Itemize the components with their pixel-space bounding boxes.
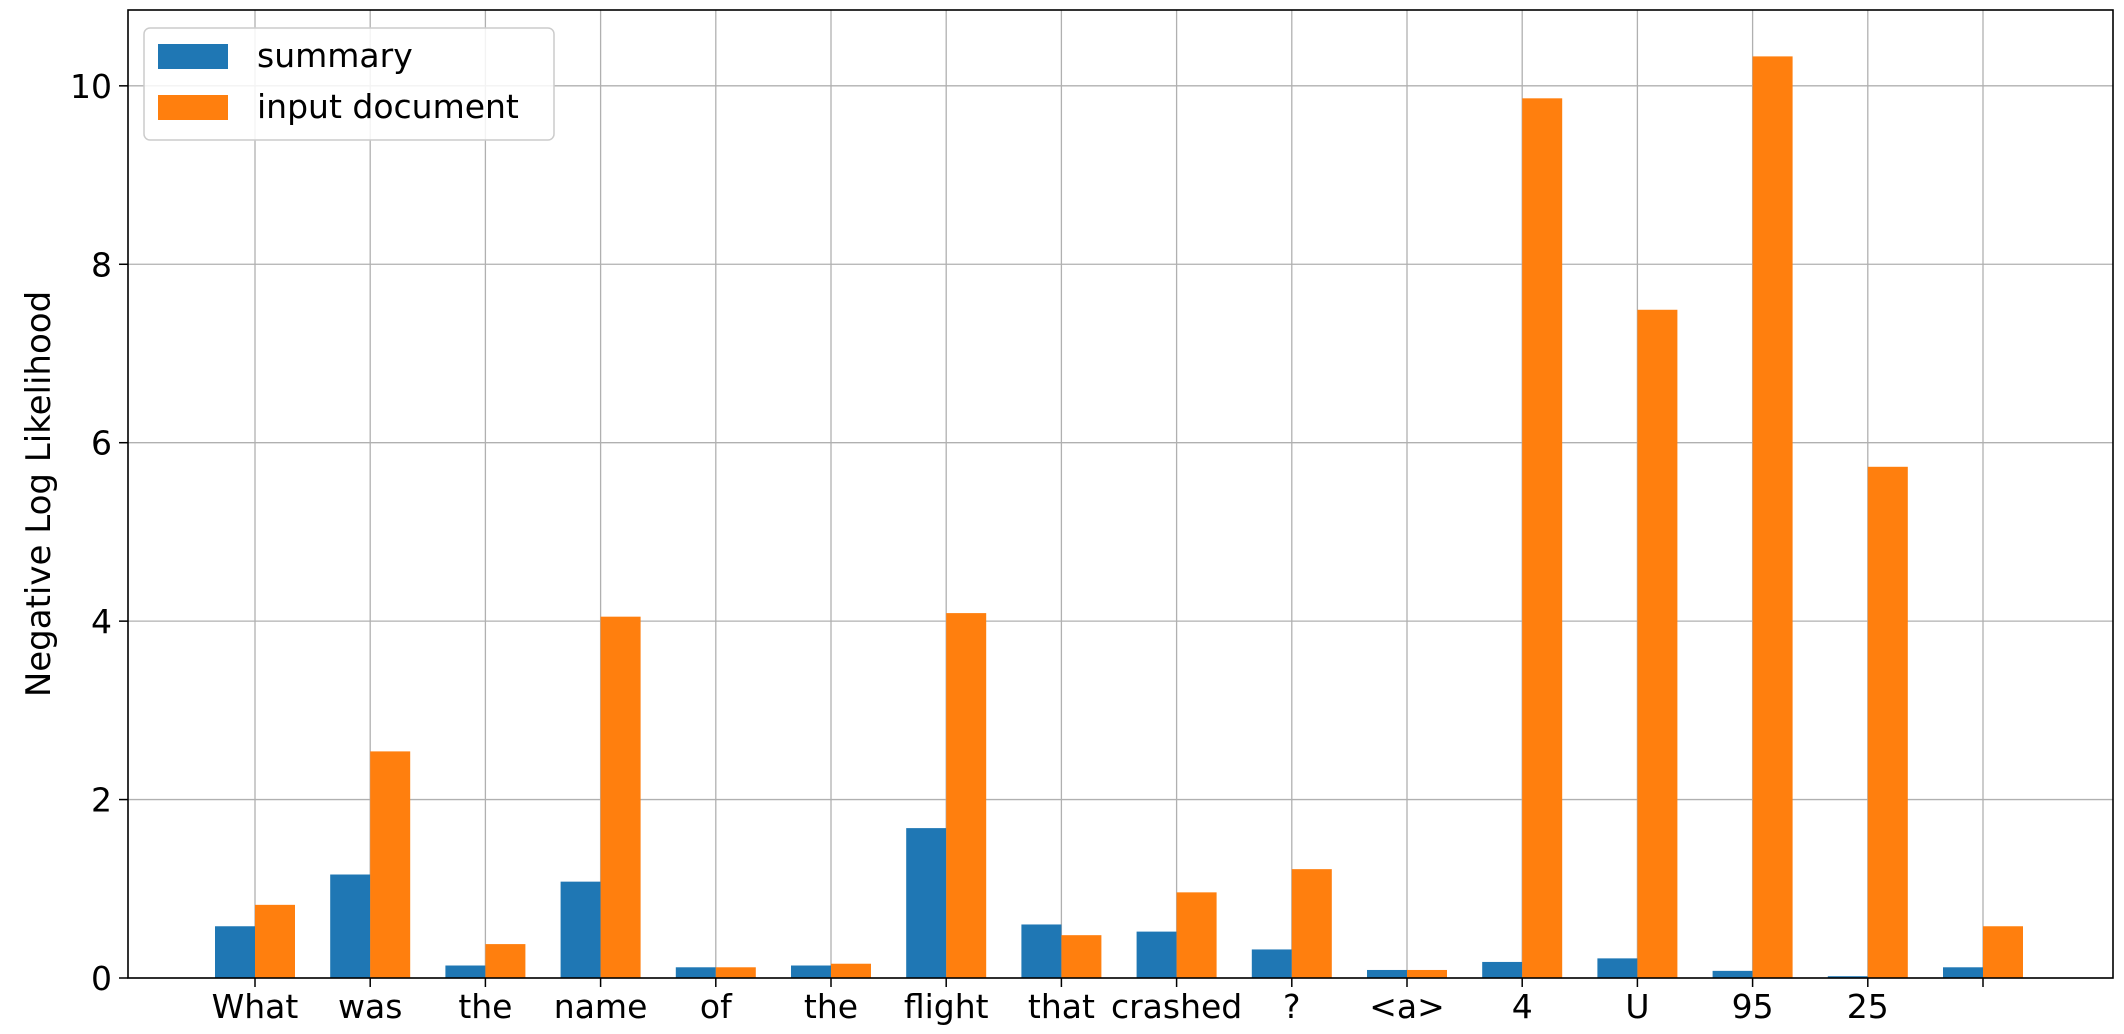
bar-summary-1 [330,874,371,978]
bar-summary-12 [1597,958,1638,978]
y-tick-label: 0 [91,959,112,998]
bar-input-document-13 [1752,56,1793,978]
bar-input-document-0 [255,904,295,978]
bar-input-document-15 [1983,926,2023,978]
bar-input-document-11 [1522,98,1563,979]
bar-summary-5 [791,965,831,978]
x-tick-label: What [212,987,299,1026]
x-tick-label: the [458,987,512,1026]
bar-summary-14 [1827,976,1868,978]
bar-input-document-9 [1291,869,1332,978]
bar-input-document-8 [1176,892,1217,978]
bars [215,56,2023,979]
bar-input-document-2 [485,944,526,978]
legend-box [143,27,555,141]
bar-summary-0 [215,926,255,978]
bar-input-document-6 [946,613,987,978]
y-tick-label: 4 [91,602,112,641]
bar-summary-3 [560,881,601,978]
plot-frame [127,9,2114,979]
legend-swatch-input-document [158,95,228,120]
x-tick-label: 4 [1512,987,1533,1026]
bar-summary-13 [1712,970,1753,978]
bar-input-document-12 [1637,309,1678,979]
legend-swatch-summary [158,44,228,69]
x-tick-label: ? [1283,987,1301,1026]
bar-summary-6 [906,828,947,978]
bar-summary-2 [445,965,486,978]
y-tick-label: 10 [70,67,112,106]
x-tick-label: the [804,987,858,1026]
legend-label-input-document: input document [257,87,519,126]
bar-input-document-7 [1061,935,1102,978]
bar-input-document-10 [1407,969,1447,978]
x-tick-label: flight [904,987,989,1026]
legend-label-summary: summary [257,36,413,75]
bar-summary-15 [1943,967,1983,978]
x-tick-label: name [554,987,648,1026]
x-tick-label: of [700,987,733,1026]
bar-summary-9 [1251,949,1292,978]
x-tick-label: 25 [1847,987,1889,1026]
y-tick-label: 2 [91,781,112,820]
y-tick-label: 8 [91,245,112,284]
bar-input-document-3 [600,616,641,978]
x-tick-label: crashed [1111,987,1242,1026]
bar-input-document-14 [1867,466,1908,978]
axis-ticks: 0 2 4 6 8 10 What was the name of the flight that cras… [70,67,1984,1026]
bar-input-document-4 [715,967,756,978]
legend: summary input document [143,27,555,141]
x-tick-label: was [338,987,402,1026]
bar-input-document-5 [831,963,871,978]
bar-summary-10 [1367,969,1407,978]
bar-summary-7 [1021,924,1062,978]
x-tick-label: 95 [1732,987,1774,1026]
bar-summary-8 [1136,931,1177,978]
y-axis-label: Negative Log Likelihood [19,291,59,697]
x-tick-label: <a> [1369,987,1445,1026]
y-tick-label: 6 [91,424,112,463]
x-tick-label: that [1028,987,1095,1026]
bar-summary-4 [675,967,716,978]
bar-summary-11 [1482,961,1523,978]
bar-input-document-1 [370,751,411,978]
x-tick-label: U [1625,987,1649,1026]
